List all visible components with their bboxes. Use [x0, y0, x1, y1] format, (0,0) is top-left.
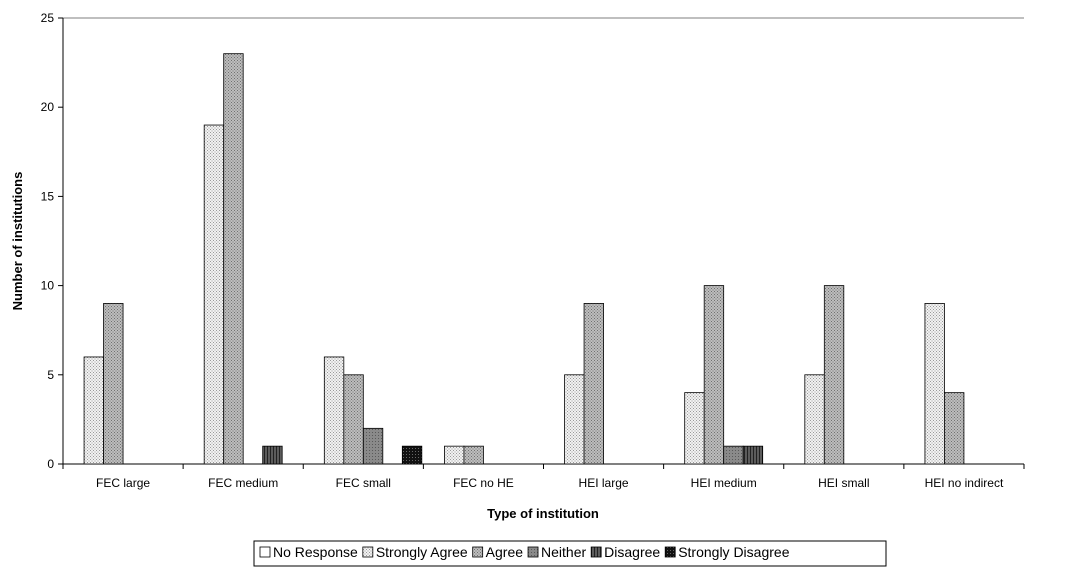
bar-strongly-agree-fec-large [83, 356, 104, 465]
x-tick-label: HEI medium [691, 476, 757, 490]
legend-swatch [527, 546, 539, 558]
legend-label: Neither [541, 544, 586, 560]
bar-agree-hei-small [823, 285, 845, 465]
bar-disagree-fec-medium [262, 445, 283, 465]
y-tick-label: 15 [41, 189, 55, 203]
y-tick-label: 10 [41, 279, 55, 293]
legend-swatch [259, 546, 271, 558]
x-tick-label: HEI no indirect [925, 476, 1004, 490]
legend-label: Disagree [604, 544, 660, 560]
x-axis-ticks: FEC large FEC medium FEC small FEC no HE HEI… [62, 464, 1025, 490]
legend-swatch [590, 546, 602, 558]
x-tick-label: HEI large [579, 476, 629, 490]
bar-disagree-hei-medium [742, 445, 764, 465]
y-tick-label: 5 [47, 368, 54, 382]
bar-strongly-agree-hei-no-indirect [924, 303, 945, 465]
bar-strongly-agree-hei-small [804, 374, 825, 465]
legend-label: Strongly Disagree [678, 544, 789, 560]
x-tick-label: FEC large [96, 476, 150, 490]
legend-frame [253, 540, 887, 567]
y-axis-ticks: 0 5 10 15 20 25 [41, 11, 1024, 471]
y-tick-label: 0 [47, 457, 54, 471]
x-tick-label: HEI small [818, 476, 869, 490]
legend-swatch [664, 546, 676, 558]
bar-neither-fec-small [362, 427, 384, 465]
legend-swatch [472, 546, 484, 558]
x-tick-label: FEC small [336, 476, 391, 490]
bar-neither-hei-medium [723, 445, 744, 465]
legend-label: Agree [486, 544, 524, 560]
bar-strongly-agree-fec-small [323, 356, 345, 465]
x-tick-label: FEC no HE [453, 476, 514, 490]
bar-strongly-disagree-fec-small [401, 445, 423, 465]
legend-swatch [362, 546, 374, 558]
bar-agree-fec-small [343, 374, 364, 465]
y-axis-title: Number of institutions [10, 172, 25, 311]
y-tick-label: 20 [41, 100, 55, 114]
bar-strongly-agree-fec-medium [203, 124, 225, 465]
bar-series-group [83, 53, 965, 465]
bar-strongly-agree-fec-no-he [444, 445, 465, 465]
bar-agree-fec-medium [223, 53, 244, 465]
bar-agree-hei-no-indirect [944, 392, 965, 465]
x-axis-title: Type of institution [487, 506, 599, 521]
bar-agree-fec-large [103, 303, 124, 465]
legend: No Response Strongly Agree Agree Neither Dis… [253, 540, 887, 567]
legend-label: Strongly Agree [376, 544, 468, 560]
legend-label: No Response [273, 544, 358, 560]
bar-agree-fec-no-he [463, 445, 484, 465]
y-tick-label: 25 [41, 11, 55, 25]
x-tick-label: FEC medium [208, 476, 278, 490]
bar-agree-hei-medium [703, 285, 725, 465]
bar-strongly-agree-hei-medium [684, 392, 705, 465]
bar-strongly-agree-hei-large [564, 374, 585, 465]
bar-agree-hei-large [583, 303, 604, 465]
